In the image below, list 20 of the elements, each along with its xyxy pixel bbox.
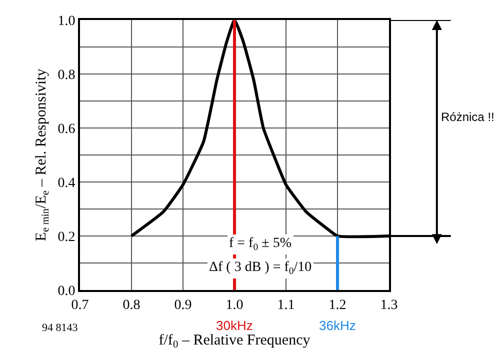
annotation: Δf ( 3 dB ) = f$_{0}$/10 bbox=[209, 260, 312, 277]
y-tick-label: 0.2 bbox=[58, 230, 76, 245]
annotation: f = f$_{0}$ ± 5% bbox=[229, 236, 292, 253]
y-tick-label: 0.0 bbox=[58, 284, 76, 299]
x-tick-label: 1.1 bbox=[277, 298, 295, 313]
y-tick-label: 1.0 bbox=[58, 14, 76, 29]
text: Różnica !! bbox=[441, 110, 494, 124]
x-tick-label: 0.7 bbox=[71, 298, 89, 313]
ref-line-label: 30kHz bbox=[216, 318, 253, 333]
x-tick-label: 0.8 bbox=[122, 298, 140, 313]
x-tick-label: 0.9 bbox=[174, 298, 192, 313]
y-tick-label: 0.4 bbox=[58, 176, 76, 191]
x-tick-label: 1.0 bbox=[226, 298, 244, 313]
y-tick-label: 0.8 bbox=[58, 68, 76, 83]
x-axis-title: f/f$_{0}$ – Relative Frequency bbox=[158, 332, 311, 350]
annotation: 36kHz bbox=[319, 318, 356, 333]
x-tick-label: 1.2 bbox=[328, 298, 346, 313]
y-tick-label: 0.6 bbox=[58, 122, 76, 137]
x-tick-label: 1.3 bbox=[380, 298, 398, 313]
text: 94 8143 bbox=[42, 322, 78, 334]
